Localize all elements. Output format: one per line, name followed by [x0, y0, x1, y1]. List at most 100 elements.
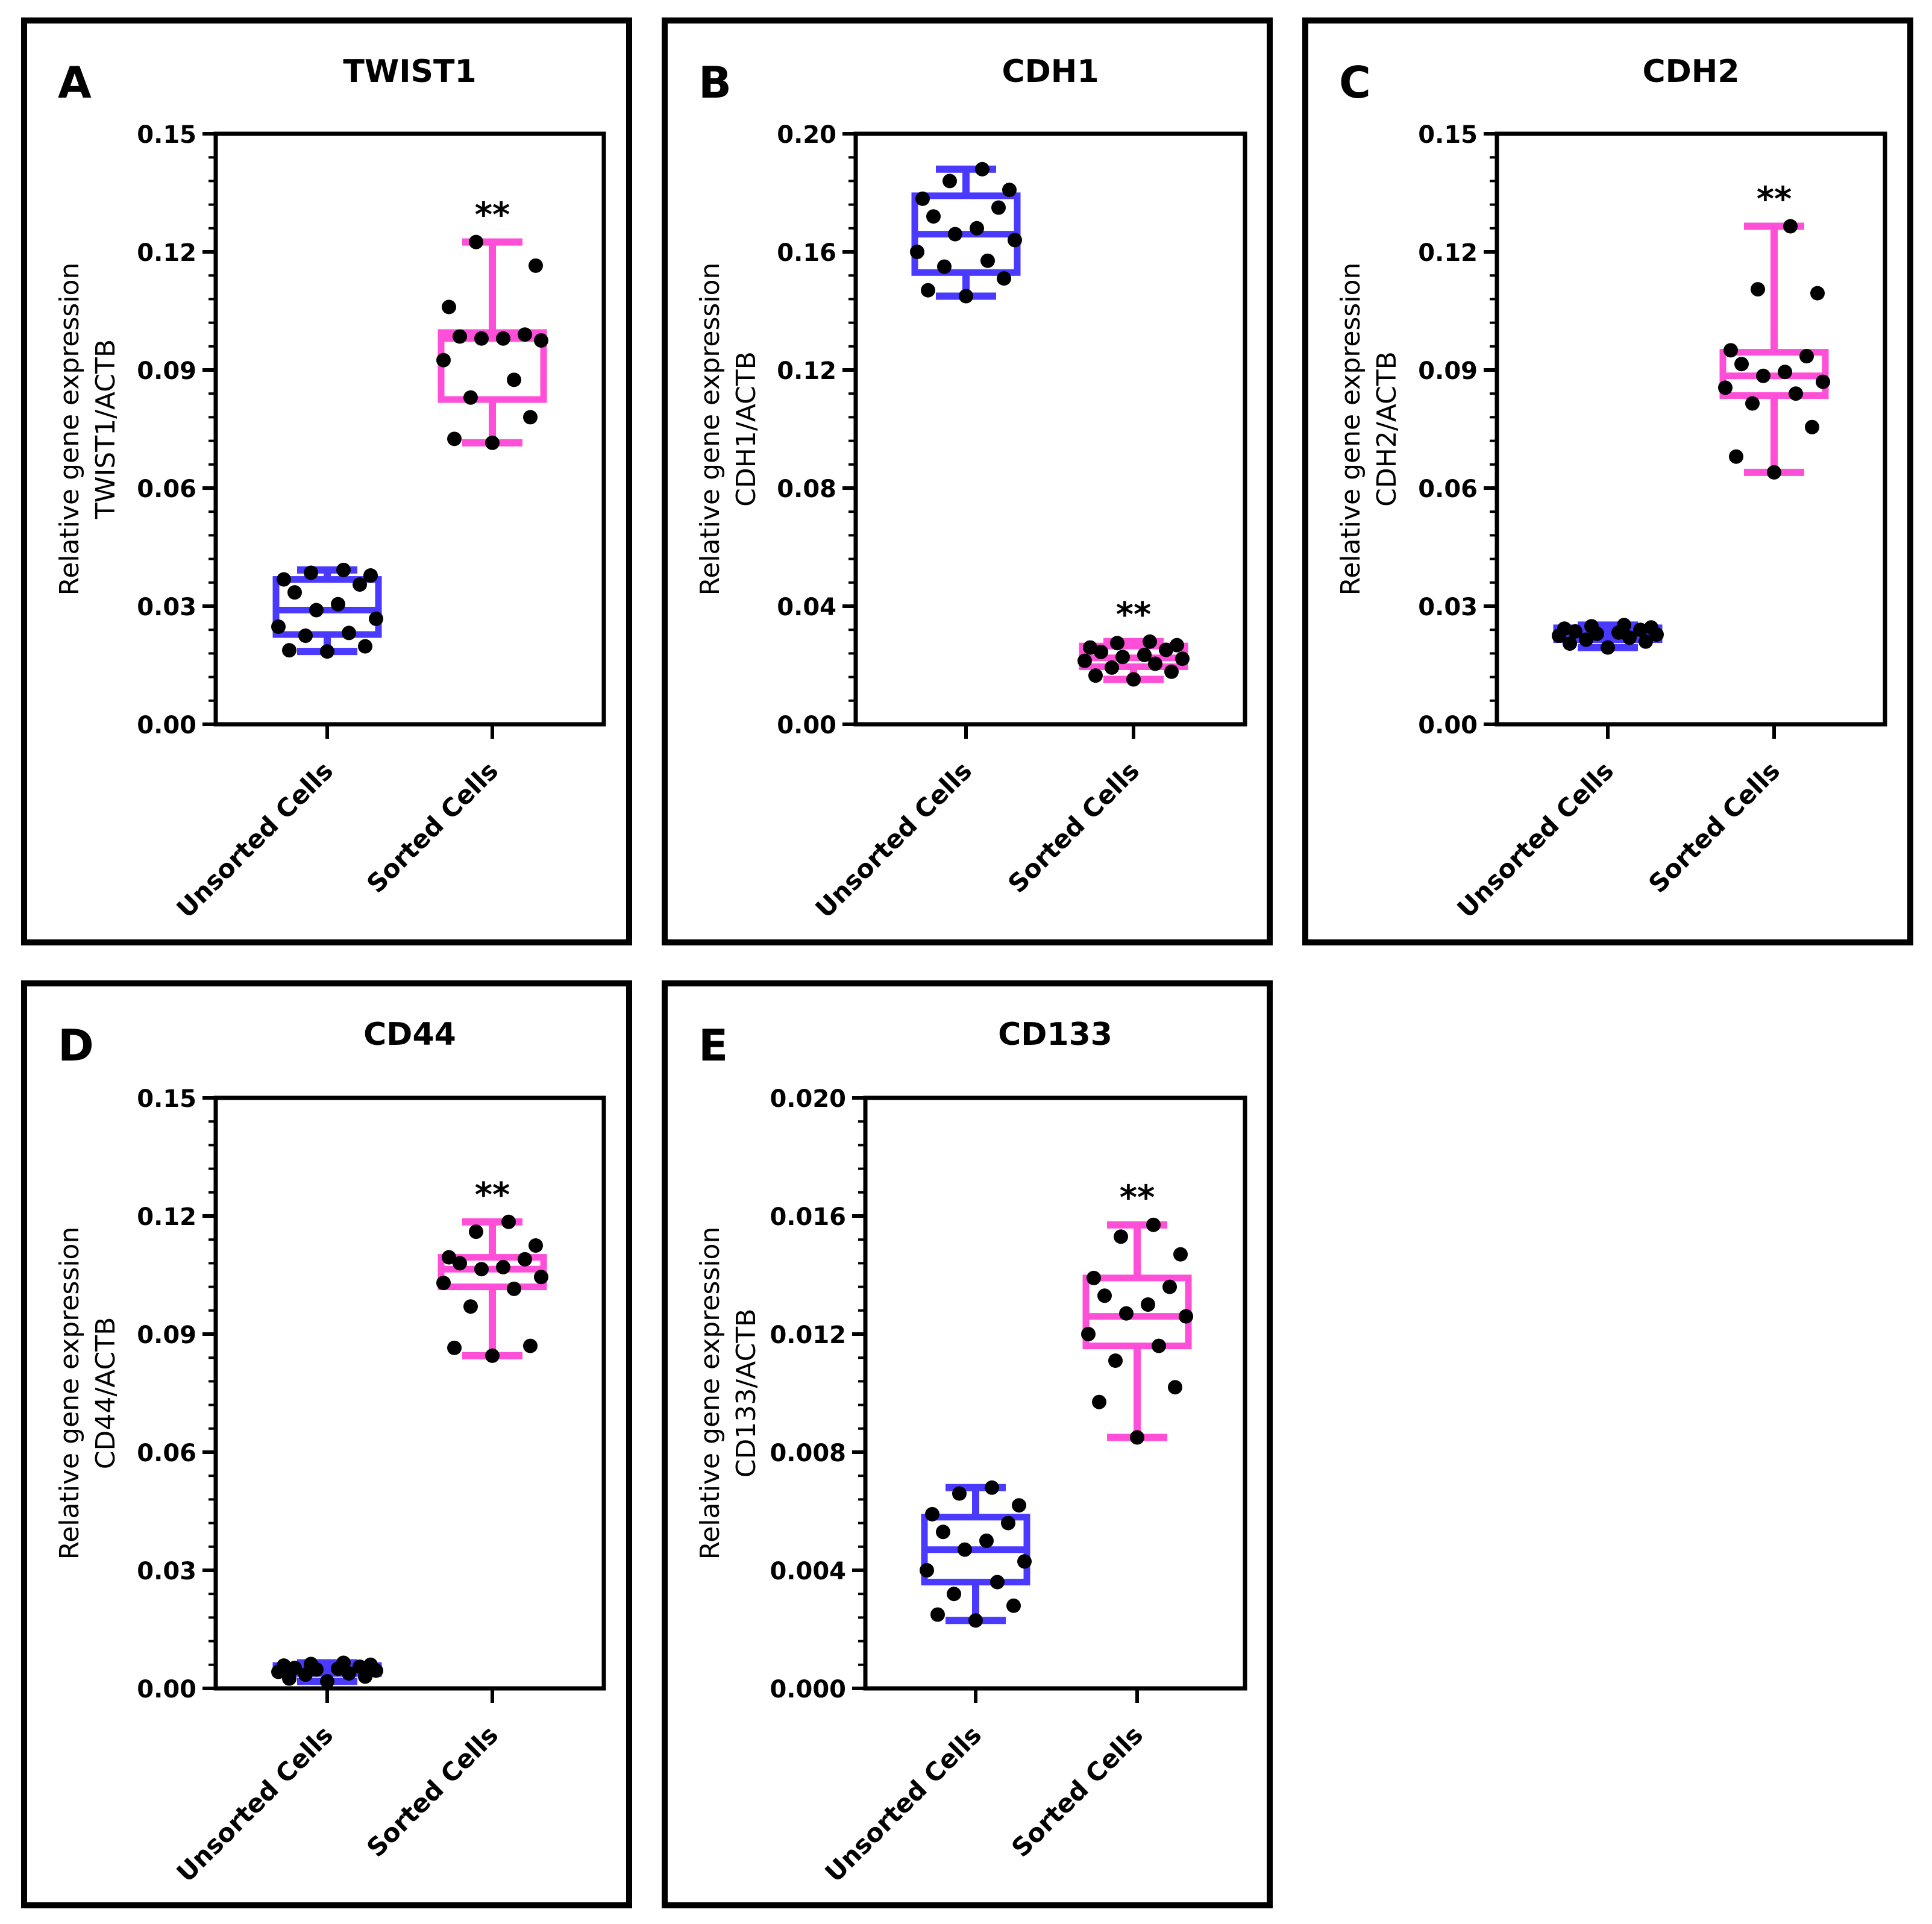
data-point — [463, 1299, 478, 1314]
y-axis-label-line2: CD133/ACTB — [731, 1309, 762, 1478]
x-tick-label: Sorted Cells — [1002, 756, 1145, 898]
data-point — [1012, 1498, 1026, 1513]
box-group-sorted: Sorted Cells ** — [361, 1176, 548, 1863]
data-point — [320, 644, 334, 659]
x-tick-label: Unsorted Cells — [1452, 756, 1620, 924]
x-tick-label: Sorted Cells — [1643, 756, 1786, 898]
data-point — [1563, 636, 1577, 651]
y-tick-label: 0.12 — [137, 1203, 196, 1231]
data-point — [277, 1658, 291, 1673]
data-point — [1789, 386, 1803, 401]
data-point — [1579, 632, 1593, 647]
y-axis-label-line2: TWIST1/ACTB — [90, 339, 121, 519]
data-point — [1017, 1554, 1032, 1569]
y-tick-label: 0.20 — [777, 121, 836, 149]
data-point — [968, 1613, 983, 1628]
y-tick-label: 0.000 — [770, 1676, 846, 1703]
box-group-unsorted: Unsorted Cells — [810, 161, 1022, 924]
data-point — [1729, 449, 1743, 464]
y-tick-label: 0.12 — [777, 357, 836, 385]
data-point — [518, 1252, 532, 1267]
significance-marker: ** — [1120, 1179, 1155, 1218]
data-point — [304, 1656, 318, 1672]
y-tick-label: 0.15 — [137, 1085, 196, 1113]
data-point — [1002, 183, 1017, 198]
box-group-unsorted: Unsorted Cells — [1452, 618, 1664, 924]
data-point — [1148, 656, 1162, 671]
y-tick-label: 0.06 — [1418, 475, 1478, 503]
data-point — [1175, 651, 1190, 666]
data-point — [1110, 636, 1124, 651]
significance-marker: ** — [1757, 180, 1792, 219]
x-tick-label: Sorted Cells — [1006, 1720, 1149, 1863]
y-tick-label: 0.15 — [137, 121, 196, 149]
data-point — [952, 1486, 967, 1501]
data-point — [936, 1524, 950, 1540]
y-tick-label: 0.09 — [1418, 357, 1478, 385]
y-tick-label: 0.016 — [770, 1203, 846, 1231]
data-point — [991, 200, 1006, 215]
data-point — [485, 1348, 500, 1363]
data-point — [1092, 1394, 1106, 1409]
data-point — [1146, 1217, 1161, 1232]
data-point — [1087, 1270, 1101, 1285]
chart-title: TWIST1 — [343, 54, 476, 90]
y-tick-label: 0.06 — [137, 475, 196, 503]
significance-marker: ** — [475, 1176, 510, 1215]
data-point — [980, 253, 995, 268]
plot-area — [853, 131, 1247, 727]
data-point — [331, 597, 345, 612]
data-point — [1143, 634, 1157, 649]
data-point — [1159, 642, 1173, 657]
data-point — [436, 353, 451, 368]
data-point — [1115, 650, 1130, 665]
panel-frame — [21, 17, 632, 945]
panel-letter: D — [58, 1020, 94, 1071]
data-point — [518, 327, 532, 342]
data-point — [1126, 672, 1141, 687]
y-tick-label: 0.00 — [1418, 712, 1478, 739]
data-point — [1152, 1338, 1166, 1353]
data-point — [298, 628, 313, 643]
data-point — [287, 1661, 302, 1676]
data-point — [920, 1563, 934, 1578]
chart-panel-c: C CDH2 0.00 0.03 0.06 0.09 0.12 0.15 Relative ge… — [1302, 17, 1913, 945]
y-tick-label: 0.09 — [137, 1321, 196, 1349]
data-point — [1083, 640, 1097, 655]
data-point — [1094, 644, 1108, 659]
data-point — [298, 1667, 313, 1682]
y-tick-label: 0.16 — [777, 239, 836, 267]
plot-area — [863, 1095, 1247, 1691]
data-point — [287, 585, 302, 600]
chart-panel-a: A TWIST1 0.00 0.03 0.06 0.09 0.12 0.15 Relative … — [21, 17, 632, 945]
y-tick-label: 0.00 — [137, 1676, 196, 1703]
data-point — [453, 329, 467, 344]
y-axis-label-line1: Relative gene expression — [54, 263, 85, 596]
y-tick-label: 0.09 — [137, 357, 196, 385]
box-group-unsorted: Unsorted Cells — [171, 562, 383, 924]
significance-marker: ** — [1116, 595, 1152, 635]
data-point — [1778, 365, 1792, 380]
data-point — [1751, 282, 1765, 297]
data-point — [282, 1671, 296, 1686]
data-point — [1006, 1598, 1021, 1613]
data-point — [1633, 622, 1648, 638]
y-tick-label: 0.020 — [770, 1085, 846, 1113]
data-point — [363, 568, 378, 583]
significance-marker: ** — [475, 196, 510, 235]
data-point — [1568, 624, 1582, 639]
data-point — [304, 565, 318, 580]
data-point — [369, 611, 383, 626]
data-point — [1816, 374, 1830, 389]
y-axis-label-line1: Relative gene expression — [695, 1227, 726, 1560]
plot-area — [213, 1095, 606, 1691]
data-point — [496, 1259, 510, 1274]
data-point — [363, 1657, 378, 1672]
data-point — [336, 1655, 351, 1670]
data-point — [970, 221, 984, 236]
box-group-sorted: Sorted Cells ** — [1006, 1179, 1193, 1863]
panel-frame — [662, 980, 1273, 1908]
y-axis-label-line1: Relative gene expression — [695, 263, 726, 596]
chart-panel-d: D CD44 0.00 0.03 0.06 0.09 0.12 0.15 Relative ge… — [21, 980, 632, 1908]
panel-letter: E — [698, 1020, 728, 1071]
